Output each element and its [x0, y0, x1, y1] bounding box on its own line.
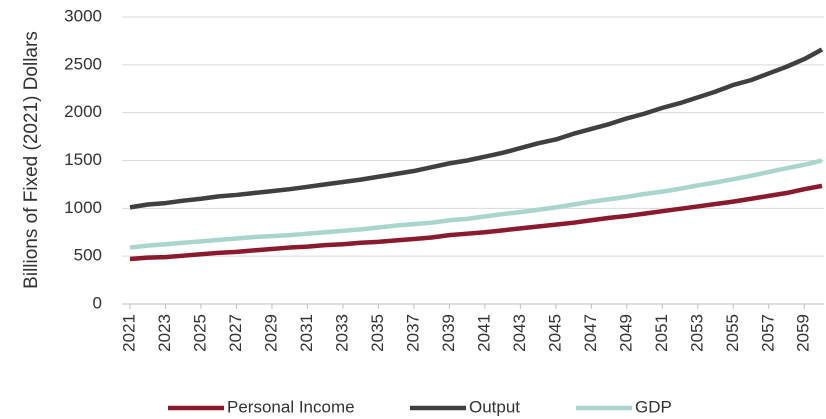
x-tick-label: 2023: [155, 314, 174, 352]
legend-label: Output: [469, 397, 520, 416]
x-tick-label: 2027: [226, 314, 245, 352]
x-tick-label: 2021: [119, 314, 138, 352]
x-tick-label: 2037: [403, 314, 422, 352]
x-tick-label: 2049: [616, 314, 635, 352]
x-tick-label: 2053: [687, 314, 706, 352]
legend-label: Personal Income: [227, 397, 355, 416]
x-tick-label: 2029: [261, 314, 280, 352]
x-tick-label: 2039: [439, 314, 458, 352]
legend-label: GDP: [635, 397, 672, 416]
y-tick-label: 3000: [64, 6, 102, 25]
series-line: [129, 158, 823, 250]
y-tick-label: 2000: [64, 102, 102, 121]
series-line: [129, 183, 823, 262]
x-tick-label: 2045: [545, 314, 564, 352]
x-tick-label: 2051: [652, 314, 671, 352]
y-tick-label: 500: [74, 246, 102, 265]
x-tick-label: 2055: [723, 314, 742, 352]
x-tick-label: 2057: [758, 314, 777, 352]
x-tick-label: 2035: [368, 314, 387, 352]
x-tick-label: 2025: [190, 314, 209, 352]
y-axis-label: Billions of Fixed (2021) Dollars: [21, 31, 42, 289]
y-tick-label: 0: [93, 293, 102, 312]
y-tick-label: 2500: [64, 54, 102, 73]
x-tick-label: 2059: [794, 314, 813, 352]
x-tick-label: 2047: [581, 314, 600, 352]
y-tick-label: 1000: [64, 198, 102, 217]
series-line: [129, 47, 824, 210]
x-tick-label: 2033: [332, 314, 351, 352]
x-tick-label: 2043: [510, 314, 529, 352]
x-tick-label: 2031: [297, 314, 316, 352]
x-tick-label: 2041: [474, 314, 493, 352]
y-tick-label: 1500: [64, 150, 102, 169]
